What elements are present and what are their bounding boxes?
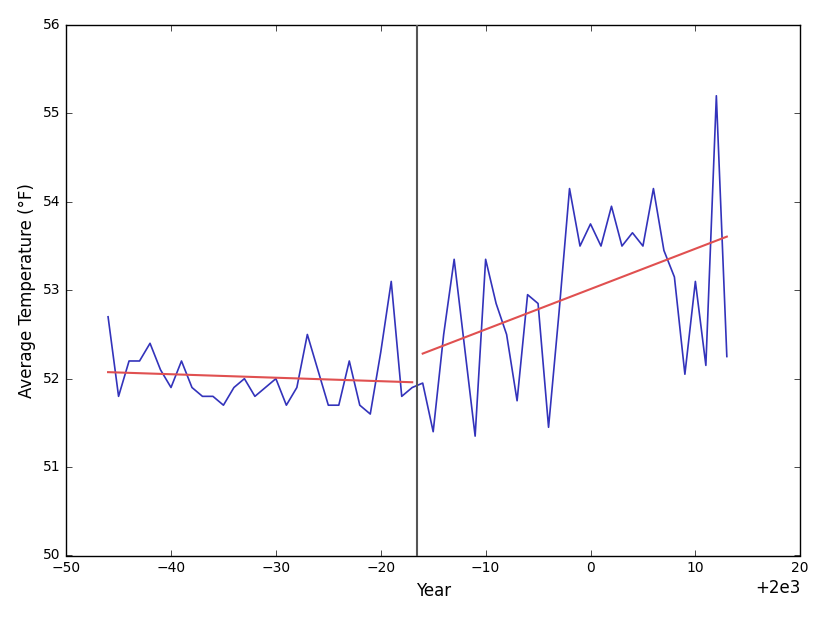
X-axis label: Year: Year	[416, 582, 451, 600]
Y-axis label: Average Temperature (°F): Average Temperature (°F)	[18, 183, 36, 398]
